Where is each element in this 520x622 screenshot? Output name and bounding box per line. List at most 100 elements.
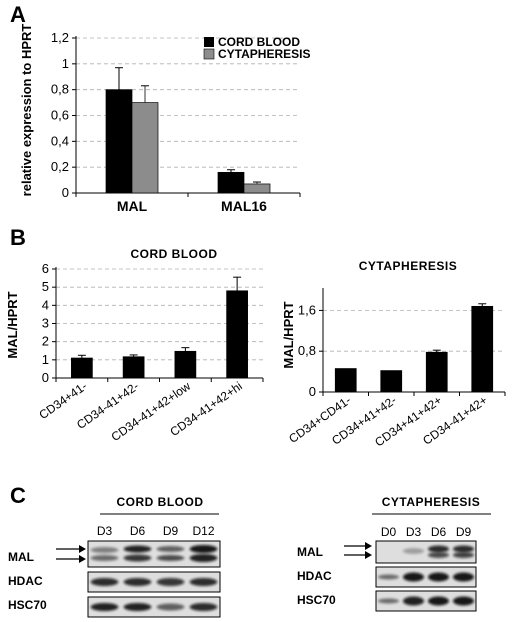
arrow-upper-icon (365, 542, 372, 550)
blot-band (453, 596, 474, 606)
chart-b-cyta-grid (323, 309, 505, 352)
arrow-upper-icon (79, 545, 86, 553)
bar (226, 290, 248, 379)
y-tick-label: 0,4 (51, 133, 69, 148)
bar (122, 356, 145, 379)
blot-band (90, 547, 119, 553)
chart-b-cord-blood: CORD BLOOD MAL/HPRT 0 1 2 3 4 5 6 CD34+41-CD34… (5, 247, 264, 444)
blot-band (453, 545, 474, 553)
bar (380, 370, 403, 393)
chart-b-cord-bars (71, 276, 248, 379)
blot-band (156, 555, 185, 561)
lane-label: D3 (97, 524, 113, 538)
lane-label: D6 (130, 524, 146, 538)
chart-b-cyta-x-labels: CD34+CD41-CD34+41+42-CD34+41+42+CD34-41+… (286, 393, 490, 449)
blot-band (123, 554, 152, 562)
panel-label-b: B (10, 225, 26, 250)
lane-label: D6 (431, 525, 447, 539)
blot-cytapheresis: CYTAPHERESIS D0 D3 D6 D9 MAL HDAC HSC70 (297, 495, 491, 612)
blot-cyta-row-hsc70: HSC70 (297, 593, 336, 607)
blot-band (428, 596, 449, 606)
blot-cord-strips (87, 540, 221, 618)
blot-cord-title: CORD BLOOD (117, 495, 204, 509)
x-tick-label: MAL (117, 198, 148, 214)
bar (243, 183, 271, 194)
blot-cord-row-hsc70: HSC70 (8, 598, 47, 612)
chart-a: 0 0,2 0,4 0,6 0,8 1 1,2 relative expression to… (19, 24, 310, 214)
bar (174, 350, 197, 379)
y-tick-label: 0 (62, 185, 69, 200)
blot-band (189, 603, 218, 611)
chart-a-ylabel: relative expression to HPRT (19, 24, 34, 197)
chart-b-cyta-ylabel: MAL/HPRT (281, 301, 296, 368)
blot-cyta-row-mal: MAL (297, 545, 323, 559)
arrow-lower-icon (365, 551, 372, 559)
legend-swatch-cord-blood (204, 37, 214, 47)
blot-cyta-strips (375, 540, 477, 612)
y-tick-label: 4 (42, 297, 49, 312)
chart-b-cyta-bars (334, 303, 494, 393)
y-tick-label: 0 (42, 370, 49, 385)
blot-strip (87, 540, 221, 568)
bar (131, 102, 159, 194)
blot-cord-lanes: D3 D6 D9 D12 (97, 524, 215, 538)
y-tick-label: 0,2 (51, 159, 69, 174)
blot-cyta-arrows (344, 542, 372, 559)
lane-label: D0 (381, 525, 397, 539)
legend-swatch-cytapheresis (203, 48, 215, 60)
blot-band (123, 603, 152, 611)
y-tick-label: 6 (42, 261, 49, 276)
arrow-lower-icon (79, 555, 86, 563)
y-tick-label: 1 (62, 56, 69, 71)
blot-cord-arrows (56, 545, 86, 563)
blot-band (90, 603, 119, 611)
blot-band (428, 545, 449, 553)
blot-cyta-title: CYTAPHERESIS (382, 495, 480, 509)
y-tick-label: 0,8 (51, 82, 69, 97)
blot-band (453, 552, 474, 558)
chart-b-cytapheresis: CYTAPHERESIS MAL/HPRT 0 0,8 1,6 CD34+CD41-… (281, 259, 506, 449)
blot-band (453, 572, 474, 582)
blot-band (378, 598, 399, 604)
blot-band (403, 596, 424, 606)
blot-strip (375, 566, 477, 588)
bar (105, 89, 133, 194)
blot-band (378, 574, 399, 580)
blot-strip (87, 596, 221, 618)
y-tick-label: 2 (42, 334, 49, 349)
panel-label-a: A (10, 2, 26, 27)
y-tick-label: 0,8 (298, 343, 316, 358)
bar (71, 357, 93, 379)
y-tick-label: 1,6 (298, 302, 316, 317)
blot-band (428, 572, 449, 582)
blot-band (90, 555, 119, 561)
blot-cord-row-mal: MAL (8, 550, 34, 564)
chart-a-x-labels: MAL MAL16 (117, 198, 267, 214)
bar (217, 171, 245, 194)
blot-band (403, 572, 424, 582)
y-tick-label: 0,6 (51, 108, 69, 123)
blot-band (123, 578, 152, 586)
lane-label: D12 (192, 524, 214, 538)
chart-b-cord-title: CORD BLOOD (131, 247, 218, 261)
chart-a-bars (105, 67, 271, 194)
blot-cord-blood: CORD BLOOD D3 D6 D9 D12 MAL HDAC HSC70 (8, 495, 221, 618)
blot-cord-row-hdac: HDAC (8, 574, 43, 588)
blot-band (189, 554, 218, 562)
blot-strip (87, 571, 221, 593)
lane-label: D9 (163, 524, 179, 538)
blot-band (156, 546, 185, 552)
blot-band (189, 578, 218, 586)
blot-band (189, 545, 218, 553)
bar (425, 351, 448, 393)
panel-label-c: C (10, 483, 26, 508)
blot-strip (375, 590, 477, 612)
blot-band (156, 603, 185, 611)
lane-label: D3 (406, 525, 422, 539)
y-tick-label: 0 (309, 384, 316, 399)
blot-band (123, 545, 152, 553)
y-tick-label: 5 (42, 279, 49, 294)
legend-label-cord-blood: CORD BLOOD (218, 35, 300, 49)
blot-band (403, 548, 424, 554)
